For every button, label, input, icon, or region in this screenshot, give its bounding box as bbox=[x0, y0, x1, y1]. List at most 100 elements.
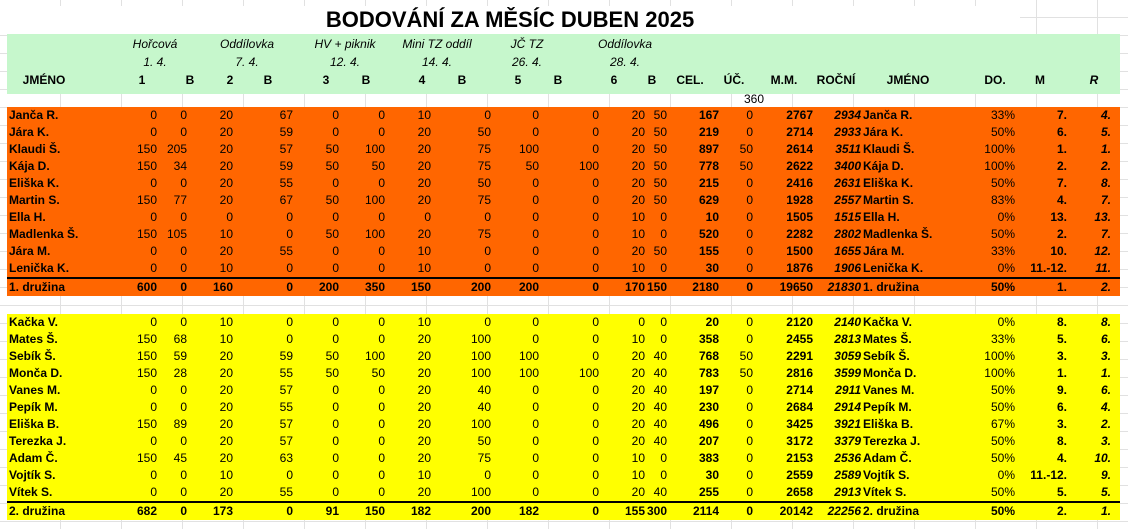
cell-col-2b: 57 bbox=[279, 383, 293, 397]
cell-col-1: 0 bbox=[150, 125, 157, 139]
cell-col-6b: 40 bbox=[653, 434, 667, 448]
cell-col-4b: 75 bbox=[477, 451, 491, 465]
cell-col-1b: 77 bbox=[173, 193, 187, 207]
header-col-2: 2 bbox=[226, 73, 234, 87]
cell-uc: 0 bbox=[746, 227, 753, 241]
cell-do: 100% bbox=[984, 159, 1015, 173]
cell-col-5: 0 bbox=[532, 108, 539, 122]
cell-col-4: 20 bbox=[417, 383, 431, 397]
cell-do: 50% bbox=[990, 227, 1015, 241]
cell-m: 3. bbox=[1056, 417, 1067, 431]
cell-col-2: 20 bbox=[219, 366, 233, 380]
cell-col-1: 0 bbox=[150, 434, 157, 448]
cell-name-right: Klaudi Š. bbox=[863, 142, 915, 156]
cell-col-3b: 0 bbox=[378, 332, 385, 346]
cell-name: Mates Š. bbox=[9, 332, 58, 346]
cell-col-3: 50 bbox=[325, 193, 339, 207]
cell-name-right: Lenička K. bbox=[863, 261, 924, 275]
cell-rocni: 3511 bbox=[835, 142, 861, 156]
cell-m: 11.-12. bbox=[1030, 261, 1067, 275]
cell-col-5: 0 bbox=[532, 485, 539, 499]
table-row: Monča D. 150 28 20 55 50 50 20 100 100 100 20 40 783 5… bbox=[7, 365, 1120, 382]
cell-col-1: 150 bbox=[136, 451, 157, 465]
cell-name-right: Vanes M. bbox=[863, 383, 915, 397]
cell-name: Ella H. bbox=[9, 210, 46, 224]
event-date-1: 1. 4. bbox=[143, 55, 167, 69]
cell-col-2b: 55 bbox=[279, 400, 293, 414]
cell-cel: 255 bbox=[698, 485, 719, 499]
cell-name-right: Vítek S. bbox=[863, 485, 907, 499]
cell-col-2b: 59 bbox=[279, 125, 293, 139]
cell-col-3: 0 bbox=[332, 485, 339, 499]
cell-col-4: 20 bbox=[417, 349, 431, 363]
cell-col-4: 20 bbox=[417, 193, 431, 207]
table-row: Eliška K. 0 0 20 55 0 0 20 50 0 0 20 50 215 0 2416 2631 E… bbox=[7, 175, 1120, 192]
cell-r: 1. bbox=[1100, 142, 1111, 156]
cell-col-4b: 0 bbox=[484, 244, 491, 258]
cell-col-5b: 0 bbox=[592, 193, 599, 207]
cell-mm: 2714 bbox=[786, 125, 813, 139]
cell-uc: 0 bbox=[746, 210, 753, 224]
table-row: Terezka J. 0 0 20 57 0 0 20 50 0 0 20 40 207 0 3172 3379… bbox=[7, 433, 1120, 450]
cell-col-4b: 100 bbox=[470, 332, 491, 346]
cell-col-3b: 100 bbox=[364, 193, 385, 207]
cell-col-5b: 0 bbox=[592, 244, 599, 258]
cell-name-right: Kačka V. bbox=[863, 315, 912, 329]
cell-col-2b: 0 bbox=[286, 468, 293, 482]
cell-col-5b: 0 bbox=[592, 434, 599, 448]
cell-r: 7. bbox=[1100, 227, 1111, 241]
cell-name-right: Jára M. bbox=[863, 244, 905, 258]
cell-col-3b: 0 bbox=[378, 210, 385, 224]
cell-rocni: 2933 bbox=[834, 125, 861, 139]
header-col-3b: B bbox=[361, 73, 371, 87]
cell-col-1: 682 bbox=[136, 504, 157, 518]
cell-col-6: 10 bbox=[631, 227, 645, 241]
cell-col-2: 20 bbox=[219, 193, 233, 207]
event-name-4: Mini TZ oddíl bbox=[402, 37, 472, 51]
cell-mm: 2455 bbox=[786, 332, 813, 346]
cell-col-5: 0 bbox=[532, 125, 539, 139]
cell-col-2: 10 bbox=[219, 315, 233, 329]
cell-cel: 30 bbox=[705, 261, 719, 275]
header-cel: CEL. bbox=[676, 73, 704, 87]
cell-col-3b: 350 bbox=[364, 280, 385, 294]
cell-col-5b: 0 bbox=[592, 332, 599, 346]
cell-r: 3. bbox=[1100, 434, 1111, 448]
cell-col-3: 0 bbox=[332, 244, 339, 258]
cell-col-4b: 75 bbox=[477, 193, 491, 207]
cell-col-6b: 0 bbox=[660, 210, 667, 224]
cell-col-1: 0 bbox=[150, 383, 157, 397]
cell-col-5: 0 bbox=[532, 451, 539, 465]
cell-col-3: 0 bbox=[332, 332, 339, 346]
cell-r: 12. bbox=[1094, 244, 1111, 258]
cell-cel: 383 bbox=[698, 451, 719, 465]
cell-name: Jára M. bbox=[9, 244, 51, 258]
cell-m: 2. bbox=[1056, 504, 1067, 518]
group-2-table: Kačka V. 0 0 10 0 0 0 10 0 0 0 0 0 20 0 2120 2140 Kačka V… bbox=[7, 314, 1120, 520]
total-row: 2. družina 682 0 173 0 91 150 182 200 182 0 155 300 2… bbox=[7, 501, 1120, 520]
cell-col-6b: 0 bbox=[660, 227, 667, 241]
cell-uc: 0 bbox=[746, 176, 753, 190]
header-name-right: JMÉNO bbox=[886, 73, 930, 87]
cell-col-4: 182 bbox=[410, 504, 431, 518]
cell-name-right: Eliška B. bbox=[863, 417, 914, 431]
cell-mm: 2658 bbox=[786, 485, 813, 499]
cell-col-4b: 100 bbox=[470, 349, 491, 363]
cell-col-4b: 100 bbox=[470, 366, 491, 380]
cell-col-3b: 0 bbox=[378, 485, 385, 499]
cell-mm: 3425 bbox=[786, 417, 813, 431]
cell-r: 1. bbox=[1100, 366, 1111, 380]
cell-col-2b: 67 bbox=[279, 193, 293, 207]
table-row: Jára M. 0 0 20 55 0 0 10 0 0 0 20 50 155 0 1500 1655 Jára… bbox=[7, 243, 1120, 260]
cell-m: 4. bbox=[1056, 193, 1067, 207]
cell-m: 9. bbox=[1056, 383, 1067, 397]
table-row: Adam Č. 150 45 20 63 0 0 20 75 0 0 10 0 383 0 2153 2536 A… bbox=[7, 450, 1120, 467]
cell-col-4: 10 bbox=[417, 468, 431, 482]
cell-col-5b: 0 bbox=[592, 125, 599, 139]
header-rocni: ROČNÍ bbox=[816, 73, 856, 87]
cell-do: 100% bbox=[984, 366, 1015, 380]
cell-col-5: 0 bbox=[532, 332, 539, 346]
cell-col-3: 0 bbox=[332, 176, 339, 190]
cell-col-4b: 100 bbox=[470, 417, 491, 431]
